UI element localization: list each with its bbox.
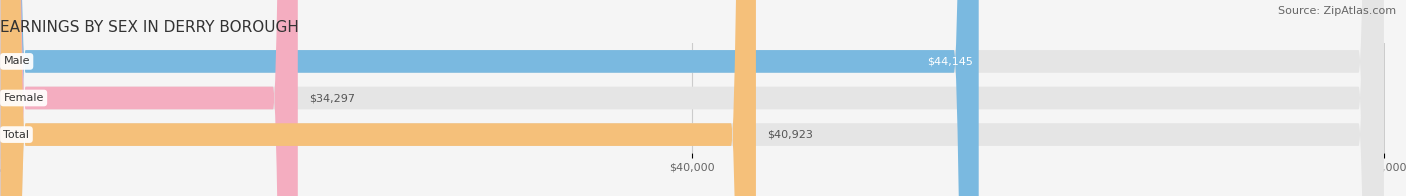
Text: Female: Female xyxy=(3,93,44,103)
Text: Total: Total xyxy=(3,130,30,140)
Text: EARNINGS BY SEX IN DERRY BOROUGH: EARNINGS BY SEX IN DERRY BOROUGH xyxy=(0,20,299,35)
FancyBboxPatch shape xyxy=(0,0,979,196)
Text: $40,923: $40,923 xyxy=(768,130,813,140)
FancyBboxPatch shape xyxy=(0,0,298,196)
Text: $34,297: $34,297 xyxy=(309,93,354,103)
Text: Male: Male xyxy=(3,56,30,66)
Text: Source: ZipAtlas.com: Source: ZipAtlas.com xyxy=(1278,6,1396,16)
Text: $44,145: $44,145 xyxy=(928,56,973,66)
FancyBboxPatch shape xyxy=(0,0,756,196)
